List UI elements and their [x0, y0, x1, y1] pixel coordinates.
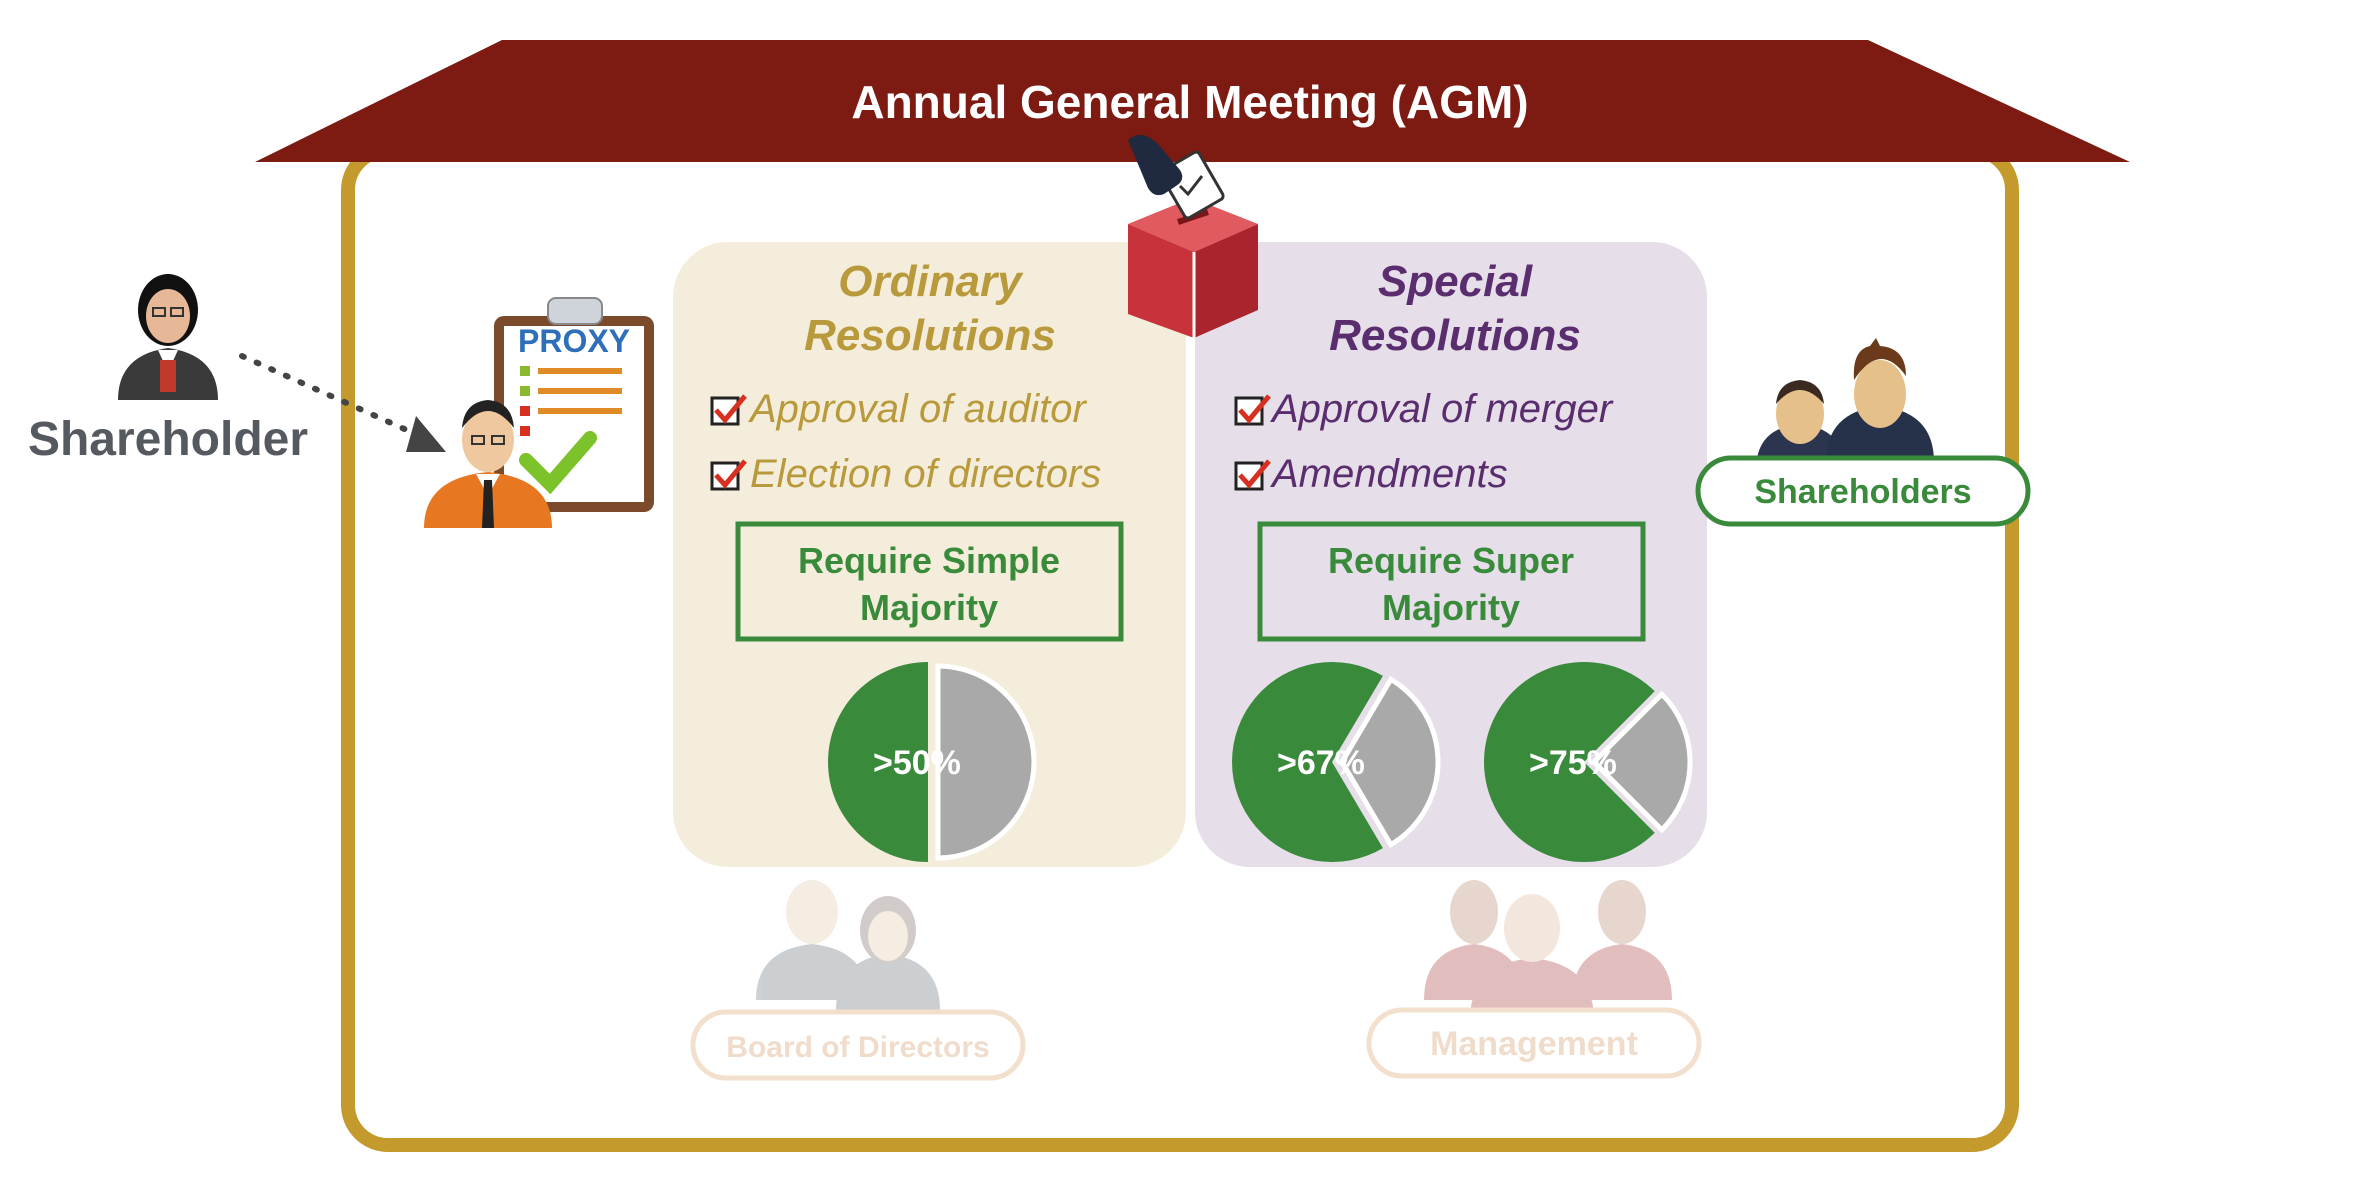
ordinary-requirement-line1: Require Simple — [798, 540, 1060, 581]
ordinary-item: Approval of auditor — [748, 387, 1087, 431]
pie-slice-majority — [828, 662, 928, 862]
special-heading-line1: Special — [1378, 257, 1533, 306]
shareholder-label: Shareholder — [28, 413, 308, 466]
ordinary-item: Election of directors — [750, 452, 1101, 496]
special-item: Approval of merger — [1270, 387, 1614, 431]
shareholders-pill — [1695, 455, 2031, 527]
special-pie-chart: >67% — [1232, 662, 1441, 862]
pie-slice-majority — [1232, 662, 1383, 862]
pie-slice-majority — [1483, 661, 1655, 862]
proxy-arrow — [239, 353, 446, 452]
shareholder-avatar-icon — [118, 274, 218, 400]
checkbox-icon — [1234, 459, 1271, 491]
ordinary-pie-chart: >50% — [828, 662, 1037, 862]
proxy-label: PROXY — [518, 323, 630, 359]
special-requirement-line2: Majority — [1382, 587, 1520, 628]
checkbox-icon — [1234, 394, 1271, 426]
checkbox-icon — [710, 459, 747, 491]
roof — [255, 40, 2130, 162]
page-title: Annual General Meeting (AGM) — [851, 76, 1528, 128]
pie-label: >75% — [1529, 744, 1617, 782]
proxy-person-icon — [424, 400, 552, 528]
board-label: Board of Directors — [726, 1031, 989, 1064]
pie-slice-remainder — [1590, 690, 1693, 834]
special-requirement-box — [1257, 521, 1646, 642]
management-label: Management — [1430, 1025, 1638, 1063]
ordinary-requirement-line2: Majority — [860, 587, 998, 628]
shareholders-label: Shareholders — [1754, 473, 1971, 511]
pie-slice-remainder — [935, 663, 1037, 861]
management-pill — [1366, 1007, 1702, 1079]
ballot-box-icon — [1128, 134, 1258, 338]
special-pie-chart: >75% — [1483, 661, 1693, 862]
proxy-clipboard-icon — [494, 297, 654, 512]
special-requirement-line1: Require Super — [1328, 540, 1574, 581]
special-item: Amendments — [1270, 452, 1508, 496]
ordinary-requirement-box — [735, 521, 1124, 642]
ordinary-heading-line2: Resolutions — [804, 311, 1056, 360]
pie-label: >67% — [1277, 744, 1365, 782]
board-of-directors-icon — [756, 880, 940, 1010]
checkbox-icon — [710, 394, 747, 426]
pie-label: >50% — [873, 744, 961, 782]
ordinary-panel — [673, 242, 1186, 867]
management-icon — [1424, 880, 1672, 1020]
shareholders-group-icon — [1756, 338, 1934, 470]
board-pill — [690, 1009, 1026, 1081]
special-heading-line2: Resolutions — [1329, 311, 1581, 360]
ordinary-heading-line1: Ordinary — [838, 257, 1024, 306]
pie-slice-remainder — [1339, 675, 1441, 849]
